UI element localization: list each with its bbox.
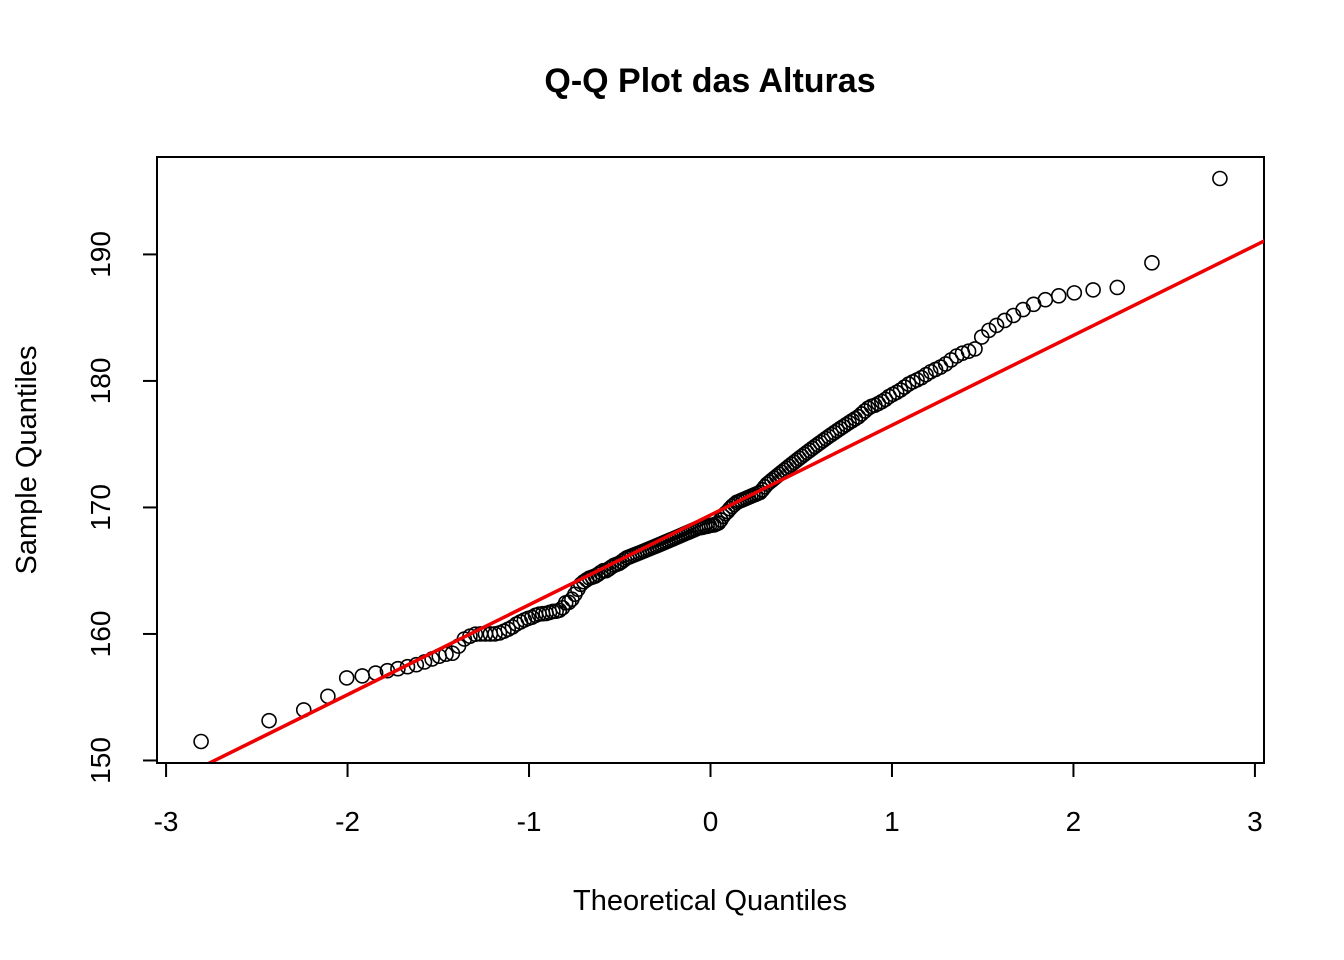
data-point: [860, 400, 876, 417]
data-point: [937, 356, 954, 372]
data-point: [354, 668, 371, 684]
x-tick-label: 3: [1247, 806, 1263, 837]
data-point: [561, 594, 577, 611]
data-point: [1144, 255, 1160, 271]
data-point: [791, 450, 808, 467]
data-point: [193, 733, 209, 750]
data-point: [801, 442, 818, 459]
x-tick-label: -1: [517, 806, 542, 837]
data-point: [1066, 285, 1083, 301]
data-point: [1085, 282, 1101, 298]
data-point: [988, 317, 1005, 334]
data-point: [504, 619, 521, 635]
data-point: [967, 341, 983, 357]
y-axis-label: Sample Quantiles: [11, 346, 43, 575]
data-point: [799, 444, 815, 461]
data-point: [1050, 288, 1067, 304]
x-axis-label: Theoretical Quantiles: [573, 885, 847, 917]
data-point: [261, 712, 277, 729]
data-point: [996, 312, 1013, 329]
data-point: [338, 670, 355, 686]
x-tick-label: 2: [1066, 806, 1082, 837]
data-point: [918, 366, 934, 383]
data-point: [793, 448, 810, 465]
data-point: [1109, 279, 1126, 296]
qq-reference-line: [205, 239, 1264, 763]
data-point: [1212, 170, 1228, 187]
data-point: [896, 379, 913, 395]
data-point: [807, 438, 823, 455]
x-axis: -3 -2 -1 0 1 2 3: [154, 762, 1263, 837]
x-tick-label: -3: [154, 806, 179, 837]
y-tick-label: 150: [85, 737, 116, 784]
data-point: [1037, 291, 1054, 308]
y-tick-label: 190: [85, 231, 116, 278]
chart-title: Q-Q Plot das Alturas: [544, 62, 875, 100]
data-point: [390, 660, 406, 677]
x-tick-label: 1: [884, 806, 900, 837]
y-axis: 150 160 170 180 190: [85, 231, 158, 784]
data-point: [892, 382, 909, 398]
x-tick-label: 0: [703, 806, 719, 837]
y-tick-label: 180: [85, 358, 116, 405]
plot-frame: [156, 156, 1265, 764]
data-point: [960, 343, 977, 360]
y-tick-label: 170: [85, 484, 116, 531]
data-point: [804, 440, 821, 457]
x-tick-label: -2: [335, 806, 360, 837]
y-tick-label: 160: [85, 611, 116, 658]
data-point: [981, 322, 997, 339]
data-point: [524, 609, 540, 626]
data-point: [796, 446, 813, 463]
plot-area: [193, 170, 1264, 763]
data-point: [888, 384, 905, 401]
